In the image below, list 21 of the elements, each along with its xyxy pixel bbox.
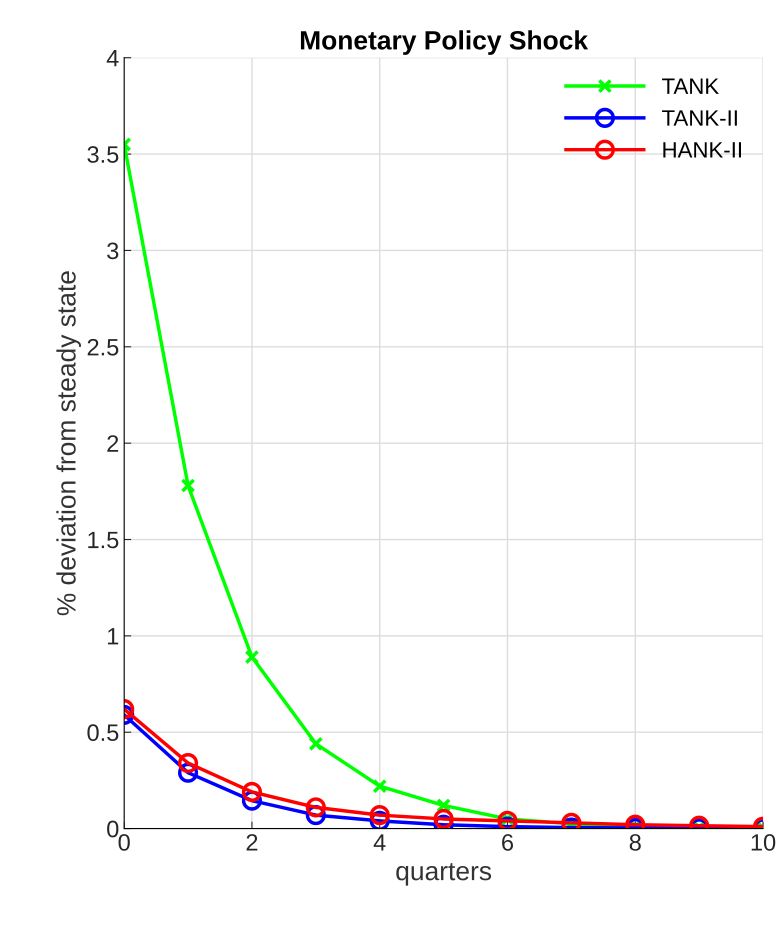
y-tick-label: 2	[107, 435, 118, 452]
x-axis-title: quarters	[396, 863, 492, 886]
chart-title: Monetary Policy Shock	[300, 30, 588, 55]
y-tick-label: 3	[107, 242, 118, 260]
y-tick-label: 1	[108, 628, 118, 644]
legend-label: TANK-II	[662, 110, 737, 126]
y-axis-title: % deviation from steady state	[56, 271, 81, 616]
y-tick-label: 3.5	[87, 146, 118, 163]
x-tick-label: 10	[752, 834, 776, 851]
x-tick-label: 2	[246, 834, 258, 851]
x-tick-label: 6	[502, 834, 514, 851]
y-tick-label: 4	[106, 50, 119, 66]
y-tick-label: 2.5	[88, 338, 118, 356]
x-tick-label: 8	[630, 834, 641, 851]
y-tick-label: 0	[107, 820, 118, 838]
x-tick-label: 4	[374, 834, 386, 851]
y-tick-label: 1.5	[88, 532, 118, 548]
y-tick-label: 0.5	[87, 724, 118, 742]
legend-label: TANK	[662, 78, 719, 94]
x-tick-label: 0	[118, 834, 130, 851]
legend-label: HANK-II	[663, 142, 741, 158]
